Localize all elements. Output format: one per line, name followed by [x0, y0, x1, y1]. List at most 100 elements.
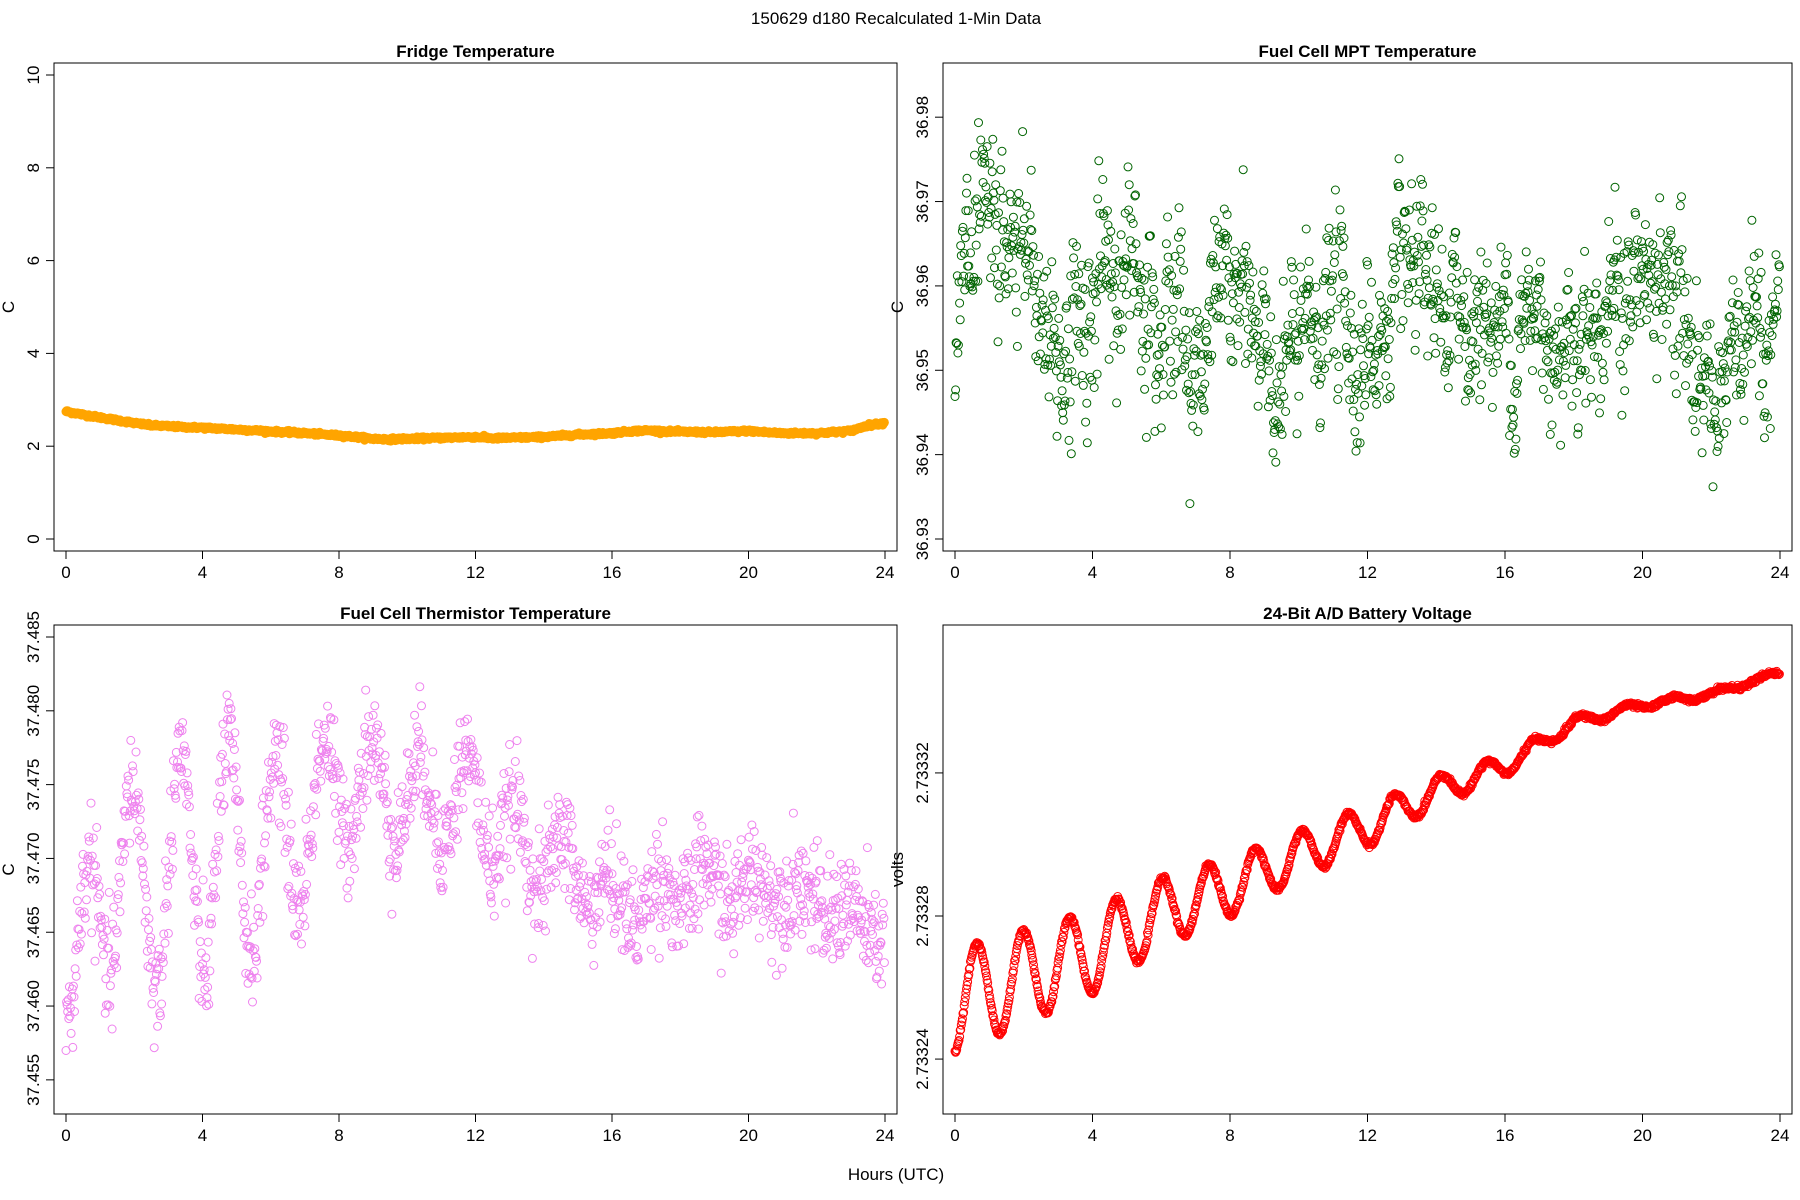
data-point [1128, 219, 1138, 228]
data-point [201, 953, 211, 963]
data-point [139, 841, 149, 851]
data-point [986, 273, 995, 283]
data-point [1604, 217, 1614, 226]
data-point [1722, 418, 1732, 427]
data-point [1374, 381, 1384, 391]
data-point [1136, 366, 1146, 376]
data-point [1166, 377, 1176, 387]
data-point [1462, 267, 1472, 277]
data-point [1472, 287, 1482, 297]
data-point [1667, 272, 1677, 282]
data-point [159, 903, 169, 913]
data-point [1161, 239, 1171, 249]
data-point [68, 1042, 78, 1052]
data-point [1708, 482, 1718, 492]
data-point [381, 779, 391, 789]
data-point [1287, 262, 1297, 272]
x-tick-label: 24 [1771, 563, 1790, 582]
data-point [610, 924, 620, 934]
data-point [1427, 203, 1437, 213]
data-point [1746, 359, 1756, 369]
x-tick-label: 24 [876, 563, 895, 582]
data-point [1364, 312, 1374, 322]
data-point [1585, 303, 1595, 312]
data-point [1443, 383, 1453, 393]
data-point [510, 757, 520, 766]
data-point [1424, 283, 1434, 293]
data-point [1674, 256, 1684, 266]
x-tick-label: 8 [1225, 1126, 1234, 1145]
data-point [1094, 156, 1104, 166]
data-point [962, 188, 971, 198]
data-point [311, 729, 321, 739]
data-point [191, 864, 201, 874]
data-point [280, 847, 290, 857]
data-point [1553, 302, 1563, 312]
data-point [481, 797, 491, 807]
data-point [1477, 380, 1486, 390]
data-point [1771, 250, 1781, 260]
data-point [500, 811, 509, 821]
data-point [716, 968, 726, 978]
data-point [1444, 288, 1454, 298]
data-point [397, 782, 407, 792]
data-point [1702, 331, 1712, 341]
data-point [862, 843, 872, 853]
data-point [1451, 228, 1461, 238]
data-point [1733, 288, 1743, 297]
data-point [1340, 287, 1350, 297]
data-point [297, 939, 306, 949]
data-point [364, 712, 374, 722]
data-point [551, 878, 561, 888]
data-point [215, 792, 225, 801]
data-point [412, 722, 422, 732]
data-point [1295, 307, 1305, 316]
data-point [1014, 189, 1024, 198]
y-tick-label: 37.470 [24, 832, 43, 884]
data-point [1077, 371, 1087, 380]
y-tick-label: 4 [24, 349, 43, 358]
data-point [1123, 162, 1133, 172]
data-point [1592, 278, 1602, 288]
data-point [972, 194, 982, 204]
data-point [1294, 391, 1304, 401]
y-tick-label: 37.465 [24, 906, 43, 958]
data-point [1171, 327, 1181, 337]
data-point [1512, 388, 1522, 398]
data-point [1536, 295, 1546, 305]
data-point [1598, 367, 1608, 377]
data-point [1670, 370, 1680, 380]
data-point [343, 893, 353, 903]
data-point [298, 912, 308, 922]
data-point [1384, 335, 1394, 344]
data-point [331, 759, 341, 768]
data-point [1019, 214, 1029, 224]
data-point [205, 966, 215, 976]
data-point [1044, 392, 1054, 402]
data-point [1240, 307, 1250, 317]
data-point [388, 831, 398, 841]
data-point [1326, 286, 1336, 296]
data-point [82, 895, 91, 905]
data-point [1047, 257, 1057, 267]
y-tick-label: 6 [24, 256, 43, 265]
data-point [1655, 193, 1665, 203]
data-point [1599, 375, 1609, 385]
data-point [1303, 284, 1313, 293]
data-point [1601, 338, 1611, 348]
data-point [157, 999, 167, 1009]
data-point [1662, 319, 1672, 329]
data-point [1728, 275, 1738, 285]
data-point [1475, 395, 1485, 405]
data-point [764, 876, 774, 886]
data-point [1385, 382, 1395, 392]
data-point [1623, 276, 1633, 286]
data-point [186, 830, 196, 839]
data-point [542, 884, 552, 894]
data-point [1748, 335, 1757, 345]
data-point [1430, 229, 1439, 239]
y-axis-label: C [0, 863, 18, 875]
data-point [182, 768, 192, 778]
data-point [960, 233, 970, 243]
data-point [1266, 312, 1276, 322]
